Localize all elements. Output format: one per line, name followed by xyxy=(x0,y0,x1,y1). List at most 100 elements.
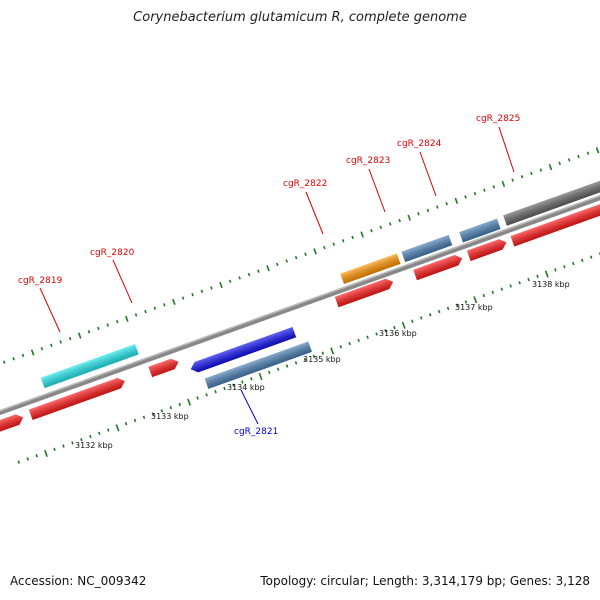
outer-tick xyxy=(388,222,392,226)
inner-tick xyxy=(563,265,566,269)
inner-tick xyxy=(276,367,280,371)
outer-tick xyxy=(153,306,157,310)
inner-tick xyxy=(80,438,83,442)
outer-tick xyxy=(172,298,176,306)
gene-labels: cgR_2819 cgR_2820 cgR_2821 cgR_2822 cgR_2823… xyxy=(18,114,520,437)
outer-tick xyxy=(266,265,270,272)
outer-tick xyxy=(417,212,420,216)
outer-tick xyxy=(2,360,6,364)
inner-tick xyxy=(62,444,65,448)
outer-tick xyxy=(191,293,194,297)
outer-tick xyxy=(125,315,129,322)
inner-tick xyxy=(44,449,48,457)
inner-tick xyxy=(106,428,110,432)
outer-tick xyxy=(492,185,496,189)
gene-feature-shading xyxy=(204,341,312,389)
kbp-label: 3138 kbp xyxy=(532,280,570,289)
inner-tick xyxy=(580,258,584,263)
kbp-labels: 3132 kbp 3133 kbp 3134 kbp 3135 kbp 3136 kbp… xyxy=(75,280,570,450)
gene-feature-shading xyxy=(334,278,394,308)
inner-tick xyxy=(393,325,396,330)
inner-tick xyxy=(232,383,235,387)
outer-tick xyxy=(520,175,524,179)
inner-tick xyxy=(509,284,512,288)
backbone-line xyxy=(0,174,600,422)
inner-tick xyxy=(223,386,226,391)
inner-tick xyxy=(348,341,351,346)
outer-tick xyxy=(464,195,467,199)
outer-tick xyxy=(370,229,373,233)
outer-tick xyxy=(379,225,383,229)
inner-tick xyxy=(241,380,244,384)
inner-tick xyxy=(294,361,298,365)
outer-tick xyxy=(276,262,279,267)
map-title: Corynebacterium glutamicum R, complete g… xyxy=(133,10,467,25)
outer-tick xyxy=(228,279,232,283)
outer-tick xyxy=(511,178,514,182)
inner-tick xyxy=(151,412,155,416)
inner-tick xyxy=(420,316,423,320)
inner-tick xyxy=(124,421,128,426)
accession-text: Accession: NC_009342 xyxy=(10,574,147,588)
gene-feature-shading xyxy=(340,253,401,285)
outer-tick xyxy=(87,330,91,334)
gene-leader-line xyxy=(305,191,324,235)
inner-tick xyxy=(527,277,530,282)
outer-tick xyxy=(558,161,561,165)
backbone-highlight xyxy=(0,174,600,419)
inner-tick xyxy=(544,270,549,278)
inner-tick xyxy=(71,441,74,445)
inner-tick xyxy=(196,396,199,400)
outer-tick xyxy=(77,332,82,339)
inner-tick xyxy=(518,281,521,285)
inner-tick xyxy=(589,255,593,259)
inner-tick xyxy=(455,303,459,307)
inner-tick xyxy=(133,418,137,423)
genome-backbone xyxy=(0,174,600,422)
outer-tick xyxy=(398,218,401,223)
inner-tick xyxy=(214,389,217,394)
outer-tick xyxy=(106,323,110,327)
inner-tick xyxy=(375,332,378,336)
gene-feature-shading xyxy=(401,234,453,263)
inner-tick xyxy=(169,405,173,410)
outer-tick xyxy=(426,208,430,213)
outer-tick xyxy=(454,197,459,204)
outer-tick xyxy=(323,245,326,250)
gene-leader-line xyxy=(419,151,437,197)
outer-tick xyxy=(313,248,317,255)
outer-tick xyxy=(445,202,448,206)
inner-tick xyxy=(572,261,575,266)
gene-leader-line xyxy=(498,126,515,173)
inner-tick xyxy=(285,364,289,368)
gene-feature-shading xyxy=(0,414,24,450)
gene-feature-shading xyxy=(510,197,600,247)
kbp-label: 3137 kbp xyxy=(455,303,493,312)
outer-tick xyxy=(436,205,439,209)
gene-leader-line xyxy=(39,287,61,333)
gene-feature-shading xyxy=(40,344,139,389)
kbp-label: 3135 kbp xyxy=(303,355,341,364)
gene-label: cgR_2819 xyxy=(18,276,63,286)
inner-tick xyxy=(500,287,504,291)
inner-tick xyxy=(482,293,486,298)
gene-feature-shading xyxy=(148,358,179,378)
gene-feature-shading xyxy=(28,377,125,420)
gene-feature-shading xyxy=(459,218,501,243)
inner-tick xyxy=(330,347,335,355)
gene-label: cgR_2824 xyxy=(397,139,442,149)
outer-tick xyxy=(332,242,336,246)
kbp-label: 3133 kbp xyxy=(151,412,189,421)
kbp-label: 3132 kbp xyxy=(75,441,113,450)
outer-tick xyxy=(200,289,204,294)
inner-tick xyxy=(35,454,38,458)
outer-tick xyxy=(341,239,345,243)
inner-tick xyxy=(89,434,92,439)
outer-tick xyxy=(210,286,213,290)
inner-tick xyxy=(312,354,316,359)
outer-tick xyxy=(12,357,15,361)
inner-tick xyxy=(366,335,369,339)
inner-tick xyxy=(250,377,253,381)
outer-tick xyxy=(134,313,138,317)
inner-tick xyxy=(428,313,432,317)
